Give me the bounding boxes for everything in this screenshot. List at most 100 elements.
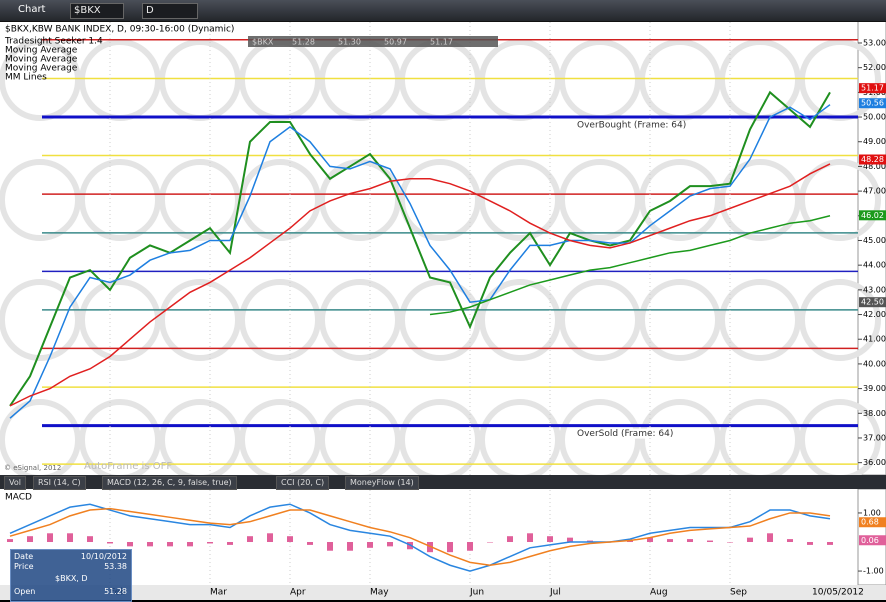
y-tick-label: 36.00 (863, 458, 886, 467)
x-tick-label: Jun (469, 588, 484, 598)
histogram-bar (247, 536, 253, 543)
data-window: Date 10/10/2012 Price 53.38 $BKX, D Open… (10, 549, 132, 602)
histogram-bar (647, 537, 653, 543)
interval-field[interactable]: D (142, 3, 198, 19)
histogram-bar (567, 537, 573, 543)
x-tick-label: Aug (650, 588, 668, 598)
price-pane (0, 21, 858, 475)
histogram-bar (27, 536, 33, 543)
histogram-bar (747, 537, 753, 543)
study-tabs: Vol RSI (14, C) MACD (12, 26, C, 9, false,… (0, 475, 886, 490)
histogram-bar (467, 542, 473, 551)
y-tick-label: 43.00 (863, 285, 886, 294)
pane-title: $BKX,KBW BANK INDEX, D, 09:30-16:00 (Dyn… (5, 25, 234, 35)
study-tab[interactable]: RSI (14, C) (33, 476, 86, 490)
histogram-bar (107, 542, 113, 544)
histogram-bar (507, 536, 513, 543)
pattern-circle (479, 279, 561, 361)
study-tab[interactable]: CCI (20, C) (276, 476, 330, 490)
pattern-circle (0, 39, 81, 121)
histogram-bar (367, 542, 373, 548)
x-tick-label: Apr (290, 588, 306, 598)
histogram-bar (47, 533, 53, 543)
pattern-circle (239, 279, 321, 361)
series-line (9, 90, 831, 407)
histogram-bar (547, 536, 553, 543)
histogram-bar (167, 542, 173, 547)
series-line (9, 507, 831, 567)
histogram-bar (87, 536, 93, 543)
level-label: OverBought (Frame: 64) (577, 121, 686, 131)
quote-value: 51.28 (292, 38, 315, 47)
legend-item: Moving Average (5, 64, 78, 74)
legend-item: Moving Average (5, 55, 78, 65)
histogram-bar (387, 542, 393, 547)
pattern-circle (559, 279, 641, 361)
time-axis (0, 585, 886, 600)
study-tab[interactable]: MoneyFlow (14) (345, 476, 419, 490)
macd-pane (0, 489, 858, 585)
y-tick-label: 53.00 (863, 38, 886, 47)
series-line (429, 215, 831, 316)
y-tick-label: 40.00 (863, 359, 886, 368)
histogram-bar (687, 539, 693, 543)
histogram-bar (787, 539, 793, 543)
pattern-circle (399, 159, 481, 241)
y-tick-label: 42.00 (863, 310, 886, 319)
pattern-circle (559, 159, 641, 241)
histogram-bar (447, 542, 453, 553)
histogram-bar (67, 533, 73, 543)
histogram-bar (707, 540, 713, 543)
price-flag (859, 517, 886, 528)
legend-item: Moving Average (5, 46, 78, 56)
y-tick-label: -1.00 (863, 567, 884, 576)
series-line (9, 163, 831, 407)
quote-value: 51.30 (338, 38, 361, 47)
price-flag-label: 0.06 (861, 536, 879, 545)
symbol-field[interactable]: $BKX (70, 3, 124, 19)
pattern-circle (319, 279, 401, 361)
histogram-bar (147, 542, 153, 547)
histogram-bar (807, 542, 813, 545)
legend-item: Tradesight Seeker 1.4 (4, 37, 103, 47)
y-tick-label: 50.00 (863, 113, 886, 122)
x-tick-label: Mar (210, 588, 227, 598)
price-flag (859, 83, 886, 94)
pattern-circle (639, 279, 721, 361)
price-flag (859, 297, 886, 308)
value: 51.28 (104, 587, 127, 596)
legend-item: MM Lines (5, 73, 47, 83)
level-label: OverSold (Frame: 64) (577, 429, 673, 439)
quote-value: 51.17 (430, 38, 453, 47)
y-tick-label: 1.00 (863, 508, 881, 517)
histogram-bar (347, 542, 353, 551)
price-flag-label: 48.28 (861, 155, 884, 164)
histogram-bar (487, 542, 493, 543)
y-tick-label: 47.00 (863, 187, 886, 196)
app-title: Chart (18, 4, 46, 15)
level-label-bg (575, 120, 655, 131)
pane-title: MACD (5, 493, 32, 503)
study-tab[interactable]: MACD (12, 26, C, 9, false, true) (102, 476, 237, 490)
series-line (9, 503, 831, 572)
note: © eSignal, 2012 (4, 464, 61, 472)
study-tab[interactable]: Vol (4, 476, 26, 490)
quote-bar (248, 36, 498, 47)
price-flag-label: 42.50 (861, 298, 884, 307)
y-tick-label: 44.00 (863, 261, 886, 270)
y-tick-label: 45.00 (863, 236, 886, 245)
histogram-bar (527, 533, 533, 543)
histogram-bar (307, 542, 313, 545)
y-tick-label: 48.00 (863, 162, 886, 171)
price-flag-label: 0.68 (861, 518, 879, 527)
price-flag (859, 210, 886, 221)
pattern-circle (0, 279, 81, 361)
y-tick-label: 37.00 (863, 433, 886, 442)
pattern-circle (799, 279, 881, 361)
pattern-circle (159, 159, 241, 241)
pattern-circle (79, 159, 161, 241)
price-flag (859, 98, 886, 109)
y-tick-label: 52.00 (863, 63, 886, 72)
